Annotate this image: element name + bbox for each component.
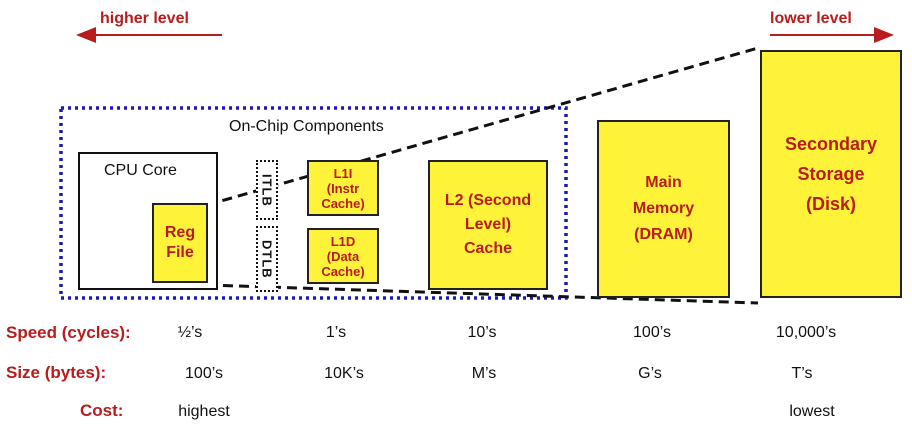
dtlb-label: DTLB	[259, 239, 275, 279]
itlb-label: ITLB	[259, 173, 275, 207]
onchip-label: On-Chip Components	[229, 118, 384, 135]
cost-value-lowest: lowest	[789, 403, 835, 420]
lower-level-label: lower level	[770, 10, 852, 27]
higher-level-label: higher level	[100, 10, 189, 27]
l1i-cache-box: L1I (Instr Cache)	[307, 160, 379, 216]
size-value: G’s	[638, 365, 662, 382]
cpu-core-label: CPU Core	[104, 162, 177, 179]
speed-row-label: Speed (cycles):	[6, 323, 131, 342]
size-value: 10K’s	[324, 365, 364, 382]
l1d-cache-box: L1D (Data Cache)	[307, 228, 379, 284]
reg-file-box: Reg File	[152, 203, 208, 283]
onchip-border	[59, 106, 568, 300]
size-value: 100’s	[185, 365, 223, 382]
size-value: M’s	[471, 365, 497, 382]
size-row-label: Size (bytes):	[6, 363, 107, 382]
dtlb-box: DTLB	[256, 226, 278, 292]
speed-value: ½’s	[177, 324, 203, 341]
size-value: T’s	[791, 365, 813, 382]
cost-value-highest: highest	[178, 403, 230, 420]
cost-row-label: Cost:	[80, 401, 124, 420]
secondary-storage-box: Secondary Storage (Disk)	[760, 50, 902, 298]
speed-value: 100’s	[633, 324, 671, 341]
speed-value: 10,000’s	[775, 324, 837, 341]
main-memory-box: Main Memory (DRAM)	[597, 120, 730, 298]
itlb-box: ITLB	[256, 160, 278, 220]
l2-cache-box: L2 (Second Level) Cache	[428, 160, 548, 290]
zoom-line-bottom	[206, 283, 759, 305]
speed-value: 1’s	[325, 324, 347, 341]
speed-value: 10’s	[467, 324, 497, 341]
